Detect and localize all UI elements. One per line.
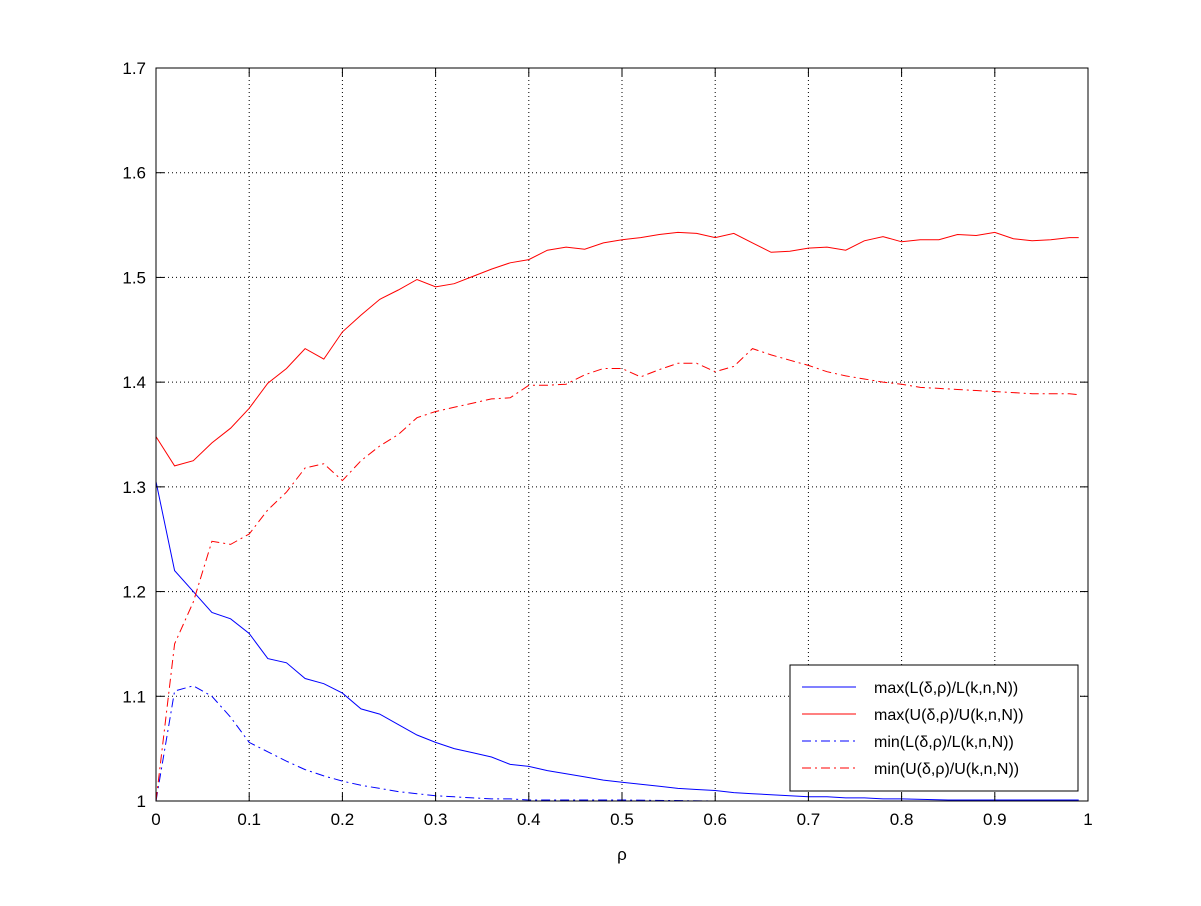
y-tick-label: 1.2 <box>122 583 146 602</box>
x-tick-label: 1 <box>1083 810 1092 829</box>
y-tick-labels: 1 1.1 1.2 1.3 1.4 1.5 1.6 1.7 <box>122 59 146 811</box>
legend-box <box>789 664 1079 792</box>
x-tick-labels: 0 0.1 0.2 0.3 0.4 0.5 0.6 0.7 0.8 0.9 1 <box>151 810 1092 829</box>
x-tick-label: 0.5 <box>610 810 634 829</box>
x-tick-label: 0.2 <box>331 810 355 829</box>
y-tick-label: 1.7 <box>122 59 146 78</box>
series-line-1 <box>155 481 1079 801</box>
x-tick-label: 0.3 <box>424 810 448 829</box>
x-tick-label: 0 <box>151 810 160 829</box>
series-line-2 <box>155 231 1079 467</box>
legend: max(L(δ,ρ)/L(k,n,N)) max(U(δ,ρ)/U(k,n,N))… <box>789 664 1079 792</box>
x-tick-label: 0.9 <box>983 810 1007 829</box>
legend-label: min(U(δ,ρ)/U(k,n,N)) <box>874 761 1019 778</box>
legend-label: max(L(δ,ρ)/L(k,n,N)) <box>874 680 1018 697</box>
x-axis-label: ρ <box>617 845 627 864</box>
x-tick-label: 0.7 <box>797 810 821 829</box>
axis-ticks <box>155 67 1089 802</box>
y-tick-label: 1 <box>137 792 146 811</box>
series-line-4 <box>155 348 1079 802</box>
x-tick-label: 0.8 <box>890 810 914 829</box>
y-tick-label: 1.5 <box>122 268 146 287</box>
x-tick-label: 0.6 <box>703 810 727 829</box>
x-tick-label: 0.1 <box>237 810 261 829</box>
y-tick-label: 1.3 <box>122 478 146 497</box>
x-tick-label: 0.4 <box>517 810 541 829</box>
y-tick-label: 1.6 <box>122 164 146 183</box>
legend-label: max(U(δ,ρ)/U(k,n,N)) <box>874 707 1024 724</box>
legend-label: min(L(δ,ρ)/L(k,n,N)) <box>874 734 1014 751</box>
y-tick-label: 1.4 <box>122 373 146 392</box>
y-tick-label: 1.1 <box>122 687 146 706</box>
